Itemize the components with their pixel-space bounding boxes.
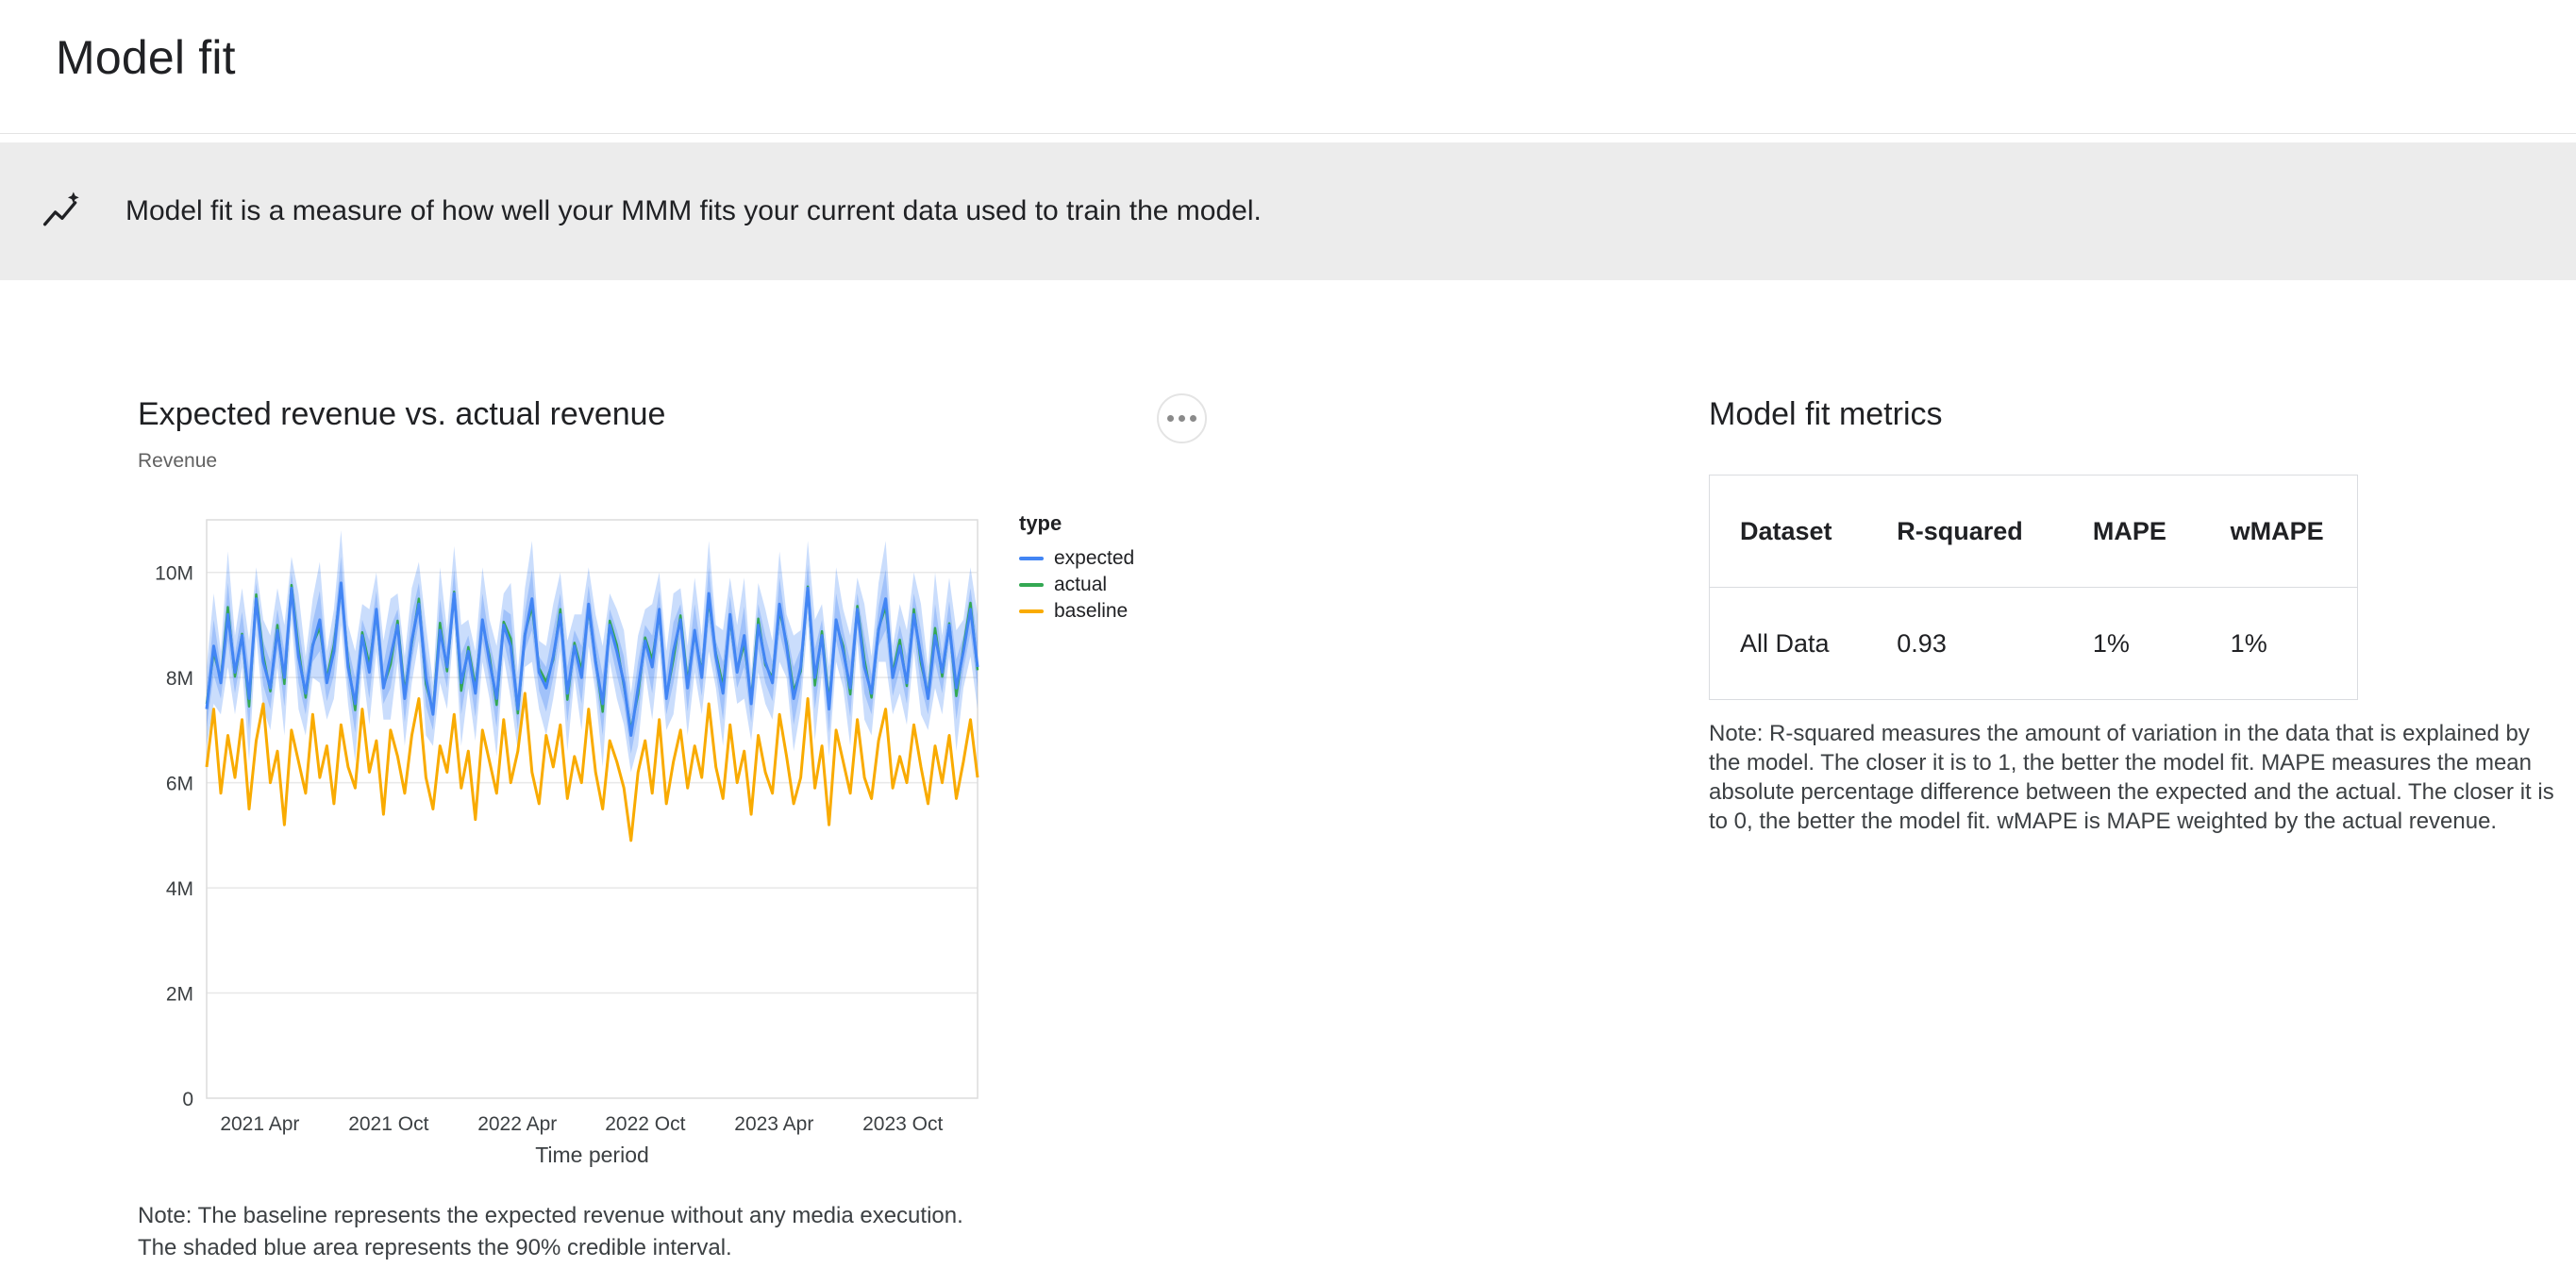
svg-text:2M: 2M (166, 984, 193, 1006)
legend-item-expected: expected (1019, 545, 1134, 572)
legend-label: baseline (1054, 600, 1129, 622)
legend-item-actual: actual (1019, 572, 1134, 598)
page-title: Model fit (56, 31, 236, 84)
svg-text:0: 0 (182, 1089, 193, 1110)
cell-wmape: 1% (2230, 628, 2267, 658)
banner-text: Model fit is a measure of how well your … (125, 195, 1262, 226)
baseline-line (205, 692, 979, 843)
svg-text:6M: 6M (166, 774, 193, 795)
info-banner: Model fit is a measure of how well your … (0, 142, 2576, 280)
svg-text:8M: 8M (166, 668, 193, 690)
svg-text:2023 Apr: 2023 Apr (734, 1113, 813, 1135)
metrics-table: Dataset R-squared MAPE wMAPE All Data 0.… (1709, 475, 2358, 700)
col-r-squared: R-squared (1897, 516, 2023, 545)
svg-text:10M: 10M (155, 563, 193, 585)
legend-title: type (1019, 511, 1062, 535)
svg-text:4M: 4M (166, 878, 193, 900)
svg-text:2023 Oct: 2023 Oct (862, 1113, 943, 1135)
svg-text:2022 Apr: 2022 Apr (477, 1113, 557, 1135)
chart-note-line-2: The shaded blue area represents the 90% … (138, 1235, 732, 1260)
baseline-line-swatch (1019, 609, 1044, 613)
svg-text:Time period: Time period (535, 1143, 649, 1167)
cell-mape: 1% (2092, 628, 2130, 658)
col-wmape: wMAPE (2230, 516, 2324, 545)
revenue-chart: 0 2M 4M 6M 8M 10M 2021 Apr 2021 Oct 2022 Apr 2022… (155, 519, 979, 1167)
cell-dataset: All Data (1740, 628, 1830, 658)
svg-text:2022 Oct: 2022 Oct (605, 1113, 685, 1135)
chart-more-options-button[interactable] (1157, 393, 1207, 443)
insights-icon (41, 191, 82, 232)
expected-line-swatch (1019, 557, 1044, 560)
metrics-note: Note: R-squared measures the amount of v… (1709, 721, 2554, 834)
table-header-row: Dataset R-squared MAPE wMAPE (1709, 476, 2358, 588)
page-header: Model fit (0, 0, 2576, 134)
legend-label: expected (1054, 547, 1135, 569)
actual-line-swatch (1019, 583, 1044, 587)
legend-item-baseline: baseline (1019, 598, 1134, 625)
col-mape: MAPE (2092, 516, 2166, 545)
svg-text:2021 Apr: 2021 Apr (220, 1113, 299, 1135)
chart-note: Note: The baseline represents the expect… (138, 1200, 963, 1264)
expected-line (205, 581, 979, 737)
credible-interval-band (207, 530, 978, 773)
chart-title: Expected revenue vs. actual revenue (138, 396, 666, 432)
y-axis-title: Revenue (138, 450, 218, 472)
col-dataset: Dataset (1740, 516, 1832, 545)
cell-r-squared: 0.93 (1897, 628, 1947, 658)
metrics-title: Model fit metrics (1709, 396, 1943, 432)
table-row: All Data 0.93 1% 1% (1710, 588, 2358, 700)
chart-legend: type expected actual baseline (1019, 511, 1134, 625)
svg-text:2021 Oct: 2021 Oct (348, 1113, 428, 1135)
more-options-icon (1167, 415, 1174, 422)
chart-note-line-1: Note: The baseline represents the expect… (138, 1203, 963, 1228)
legend-label: actual (1054, 574, 1108, 595)
